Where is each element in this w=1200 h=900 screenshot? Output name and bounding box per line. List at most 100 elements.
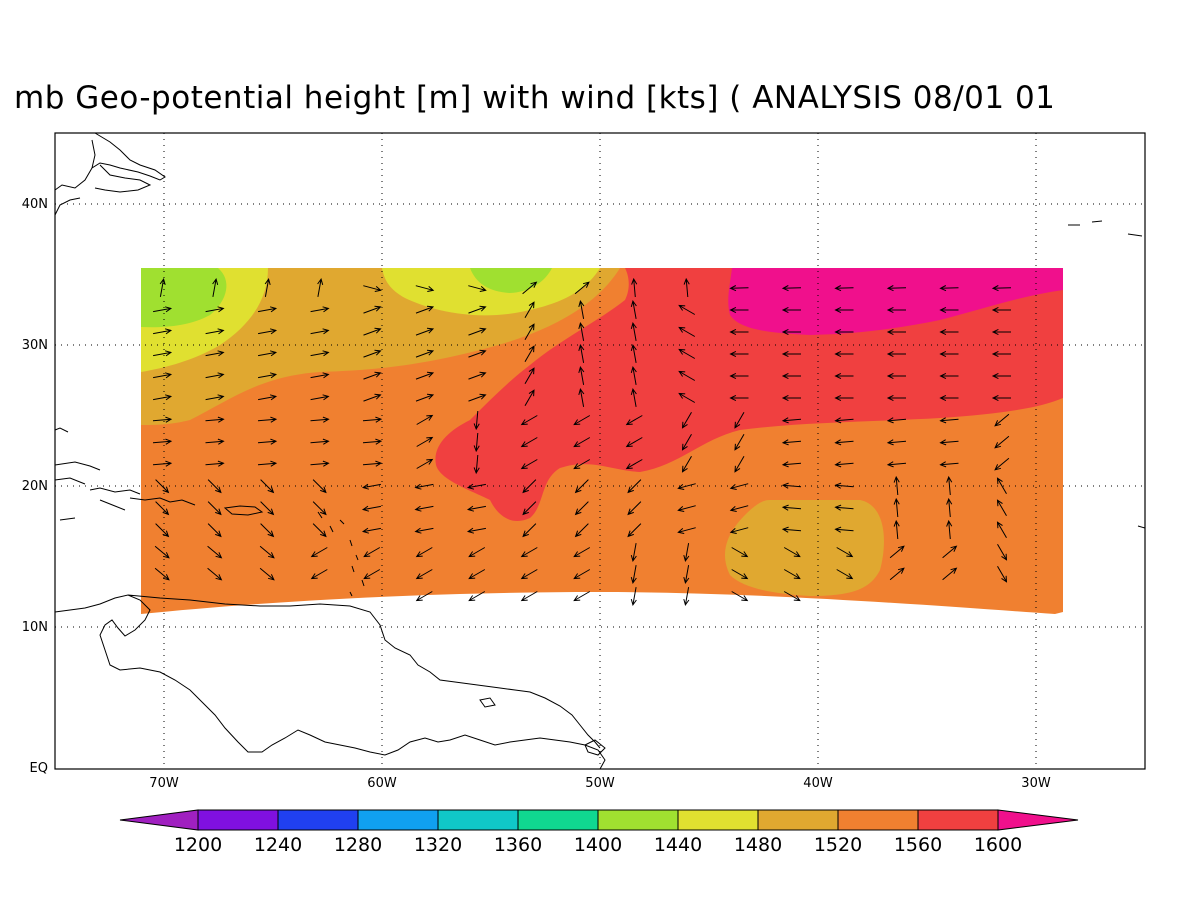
wind-arrow xyxy=(991,306,1011,314)
wind-arrow xyxy=(520,459,538,470)
wind-arrow xyxy=(578,343,585,363)
wind-arrow xyxy=(683,587,690,607)
lat-label-10n: 10N xyxy=(22,620,48,635)
wind-arrow xyxy=(729,483,749,490)
wind-arrow xyxy=(522,479,537,494)
wind-arrow xyxy=(310,416,330,423)
grid-lines xyxy=(55,133,1145,769)
colorbar: 1200 1240 1280 1320 1360 1400 1440 1480 1520 1560… xyxy=(119,809,1079,856)
wind-arrow xyxy=(886,306,906,314)
wind-arrow xyxy=(205,438,225,445)
colorbar-label: 1480 xyxy=(734,834,782,856)
wind-arrow xyxy=(834,504,854,511)
wind-arrow xyxy=(522,501,537,516)
colorbar-label: 1360 xyxy=(494,834,542,856)
wind-arrow xyxy=(257,416,278,423)
wind-arrow xyxy=(627,501,642,516)
wind-arrow xyxy=(312,479,327,494)
wind-arrow xyxy=(729,306,749,314)
lat-label-30n: 30N xyxy=(22,338,48,353)
wind-arrow xyxy=(152,460,173,467)
wind-arrow xyxy=(312,523,327,538)
wind-arrow xyxy=(625,415,643,426)
wind-arrow xyxy=(783,591,801,602)
wind-arrow xyxy=(886,417,907,424)
wind-arrow xyxy=(473,432,480,453)
wind-arrow xyxy=(207,501,222,516)
wind-arrow xyxy=(994,457,1010,471)
wind-arrow xyxy=(627,479,642,494)
wind-arrow xyxy=(257,438,278,445)
wind-arrow xyxy=(834,526,854,533)
wind-arrow xyxy=(414,483,434,490)
wind-arrow xyxy=(205,328,225,335)
wind-arrow xyxy=(939,439,959,446)
wind-arrow xyxy=(781,394,801,402)
wind-arrow xyxy=(683,277,690,298)
wind-arrow xyxy=(578,387,585,407)
wind-arrow xyxy=(205,350,225,357)
coastline-puerto-rico xyxy=(223,505,264,516)
wind-arrow xyxy=(886,394,906,402)
wind-arrow xyxy=(781,526,802,533)
wind-arrow xyxy=(154,567,170,581)
wind-arrow xyxy=(524,345,535,363)
plot-frame xyxy=(54,132,1146,770)
wind-arrow xyxy=(991,372,1011,380)
wind-arrow xyxy=(630,299,637,319)
wind-arrow xyxy=(524,323,535,341)
wind-arrow xyxy=(834,417,854,424)
colorbar-swatch xyxy=(677,809,759,831)
wind-arrow xyxy=(625,459,643,470)
colorbar-swatch xyxy=(757,809,839,831)
wind-arrow xyxy=(310,547,328,558)
wind-arrow xyxy=(414,505,434,512)
wind-arrow xyxy=(781,461,802,468)
wind-arrow xyxy=(258,306,278,313)
wind-arrow xyxy=(152,438,173,445)
wind-arrow xyxy=(207,567,223,581)
wind-arrow xyxy=(836,569,854,580)
wind-arrow xyxy=(939,328,959,336)
wind-arrow xyxy=(415,285,435,292)
wind-arrow xyxy=(781,328,801,336)
wind-arrow xyxy=(415,349,435,358)
wind-arrow xyxy=(524,301,535,319)
wind-arrow xyxy=(415,569,433,580)
wind-arrow xyxy=(678,326,696,337)
wind-arrow xyxy=(310,569,328,580)
field-1520-south xyxy=(725,500,884,596)
colorbar-label: 1240 xyxy=(254,834,302,856)
wind-arrow xyxy=(889,567,905,581)
lon-label-50w: 50W xyxy=(585,776,615,791)
wind-arrow xyxy=(834,285,854,292)
wind-arrow xyxy=(520,437,538,448)
wind-arrow xyxy=(260,479,275,494)
wind-arrow xyxy=(729,527,749,534)
wind-arrow xyxy=(154,545,170,559)
wind-arrow xyxy=(363,327,382,336)
wind-arrow xyxy=(630,343,637,363)
wind-arrow xyxy=(783,569,801,580)
wind-arrow xyxy=(886,350,906,358)
wind-arrow xyxy=(524,389,535,407)
wind-arrow xyxy=(153,306,173,313)
wind-arrow xyxy=(312,501,327,516)
wind-arrow xyxy=(886,372,906,380)
coastline-north-america xyxy=(54,132,166,216)
wind-arrow xyxy=(205,306,225,313)
wind-arrow xyxy=(317,277,324,297)
wind-arrow xyxy=(781,417,802,424)
wind-arrow xyxy=(414,527,434,534)
wind-arrow xyxy=(834,350,854,358)
wind-arrow xyxy=(361,505,381,512)
coastline-island-border xyxy=(1068,220,1146,529)
colorbar-low-extend xyxy=(119,809,199,831)
colorbar-label: 1280 xyxy=(334,834,382,856)
wind-arrow xyxy=(834,328,854,336)
coastlines xyxy=(54,132,1146,770)
map-title: mb Geo-potential height [m] with wind [k… xyxy=(14,80,1056,116)
colorbar-swatch xyxy=(837,809,919,831)
wind-arrow xyxy=(677,527,696,534)
wind-arrow xyxy=(946,475,953,496)
